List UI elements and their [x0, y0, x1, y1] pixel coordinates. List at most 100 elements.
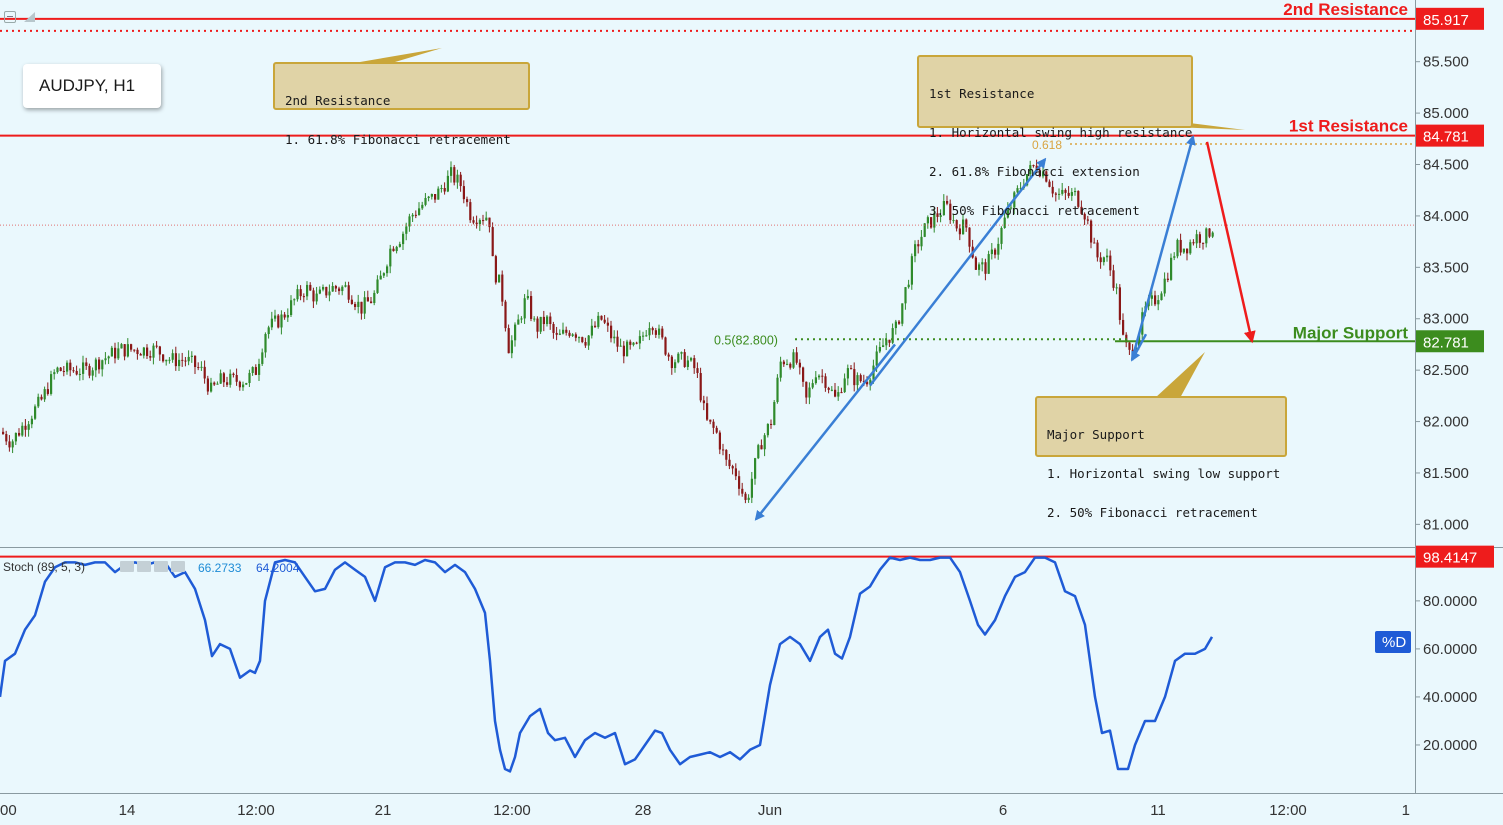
candle-body	[661, 328, 664, 338]
candle-body	[306, 284, 309, 297]
series-d-label: %D	[1382, 634, 1406, 651]
candle-body	[1170, 257, 1173, 280]
candle-body	[434, 194, 437, 200]
candle-body	[571, 334, 574, 336]
candle-body	[110, 347, 113, 357]
candle-body	[939, 215, 942, 217]
candle-body	[616, 336, 619, 347]
candle-body	[1208, 228, 1211, 237]
candle-body	[952, 220, 955, 222]
candle-body	[520, 318, 523, 320]
candle-body	[546, 316, 549, 325]
legend-icon	[171, 561, 185, 572]
candle-body	[430, 194, 433, 197]
candle-body	[910, 256, 913, 285]
candle-body	[203, 366, 206, 379]
candle-body	[290, 300, 293, 316]
candle-body	[267, 327, 270, 335]
candle-body	[440, 188, 443, 190]
candle-body	[1186, 248, 1189, 254]
candle-body	[766, 423, 769, 436]
candle-body	[712, 421, 715, 428]
candle-body	[341, 286, 344, 292]
candle-body	[216, 383, 219, 385]
candle-body	[514, 324, 517, 341]
legend-icon	[137, 561, 151, 572]
candle-body	[581, 337, 584, 343]
candle-body	[558, 333, 561, 335]
candle-body	[229, 373, 232, 385]
candle-body	[933, 213, 936, 228]
blue-arrow-up-right	[869, 157, 1047, 387]
candle-body	[357, 301, 360, 308]
resize-corner-icon[interactable]	[24, 12, 35, 22]
candle-body	[690, 358, 693, 361]
price-tick-label: 85.000	[1423, 105, 1469, 122]
candle-body	[210, 382, 213, 392]
candle-body	[840, 392, 843, 394]
candle-body	[450, 167, 453, 176]
red-arrow-down	[1205, 141, 1256, 344]
candle-body	[763, 435, 766, 450]
candle-body	[318, 289, 321, 294]
candle-body	[1182, 248, 1185, 253]
candle-body	[1090, 220, 1093, 243]
candle-body	[949, 203, 952, 221]
candle-body	[309, 284, 312, 291]
candle-body	[552, 324, 555, 333]
candle-body	[1205, 228, 1208, 244]
candle-body	[226, 382, 229, 385]
candle-body	[1006, 207, 1009, 218]
time-tick-label: 00	[0, 802, 17, 819]
candle-body	[990, 249, 993, 255]
candle-body	[360, 301, 363, 314]
candle-body	[664, 337, 667, 355]
collapse-pane-icon[interactable]	[4, 11, 16, 23]
candle-body	[805, 381, 808, 398]
candle-body	[1074, 191, 1077, 193]
legend-icon	[154, 561, 168, 572]
candle-body	[811, 383, 814, 388]
candle-body	[1080, 206, 1083, 214]
candle-body	[27, 424, 30, 430]
candle-body	[626, 341, 629, 357]
candle-body	[578, 337, 581, 339]
candle-body	[18, 432, 21, 436]
candle-body	[462, 186, 465, 200]
candle-body	[66, 362, 69, 372]
candle-body	[747, 497, 750, 500]
candle-body	[171, 353, 174, 360]
candle-body	[994, 249, 997, 255]
candle-body	[968, 227, 971, 247]
candle-body	[37, 396, 40, 407]
candle-body	[1016, 188, 1019, 193]
candle-body	[165, 359, 168, 362]
candle-body	[485, 217, 488, 221]
candle-body	[987, 254, 990, 274]
candle-body	[136, 349, 139, 355]
level-lines	[0, 17, 1415, 343]
time-tick-label: Jun	[758, 802, 782, 819]
price-tick-label: 81.000	[1423, 516, 1469, 533]
candle-body	[869, 379, 872, 385]
candle-body	[853, 369, 856, 386]
candle-body	[555, 332, 558, 335]
candle-body	[107, 356, 110, 359]
first-resistance-label: 1st Resistance	[1289, 117, 1408, 136]
candle-body	[731, 466, 734, 469]
candle-body	[741, 488, 744, 494]
chart-labels: 0.618 0.5(82.800) 2nd Resistance 1st Resist…	[714, 0, 1408, 347]
candle-body	[69, 362, 72, 371]
candle-body	[184, 360, 187, 362]
candle-body	[1000, 227, 1003, 244]
candle-body	[645, 335, 648, 337]
candle-body	[472, 220, 475, 223]
candle-body	[258, 363, 261, 375]
price-axes: 85.500 85.000 84.500 84.000 83.500 83.000 82.5…	[0, 7, 1484, 819]
candle-body	[1112, 270, 1115, 288]
candle-body	[696, 368, 699, 374]
candle-body	[760, 445, 763, 450]
candle-body	[795, 352, 798, 363]
candle-body	[190, 355, 193, 357]
stoch-tick-label: 20.0000	[1423, 737, 1477, 754]
